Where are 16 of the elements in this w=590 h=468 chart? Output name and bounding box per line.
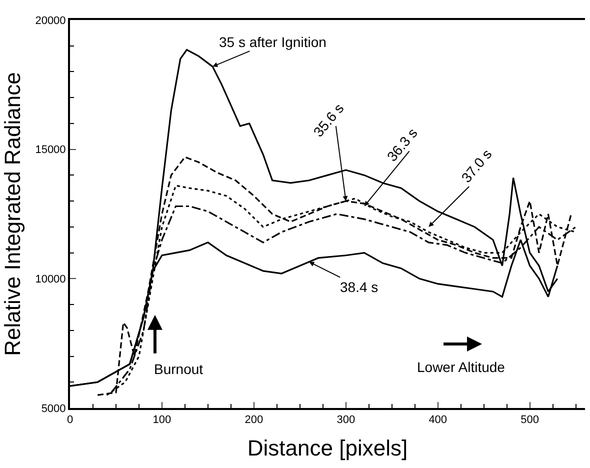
annotation: Lower Altitude bbox=[417, 359, 506, 375]
annotation: 35 s after Ignition bbox=[219, 34, 326, 50]
x-tick-label: 300 bbox=[336, 414, 356, 426]
y-axis-title: Relative Integrated Radiance bbox=[0, 72, 25, 356]
annotation: Burnout bbox=[154, 361, 204, 377]
y-tick-label: 10000 bbox=[35, 274, 66, 286]
x-tick-label: 500 bbox=[520, 414, 539, 426]
y-tick-label: 15000 bbox=[35, 144, 66, 156]
x-tick-label: 100 bbox=[152, 414, 172, 426]
x-axis-title: Distance [pixels] bbox=[247, 436, 408, 461]
x-tick-label: 0 bbox=[66, 414, 74, 426]
y-tick-label: 20000 bbox=[35, 14, 66, 27]
y-tick-label: 5000 bbox=[41, 402, 66, 415]
x-tick-label: 400 bbox=[428, 414, 448, 426]
x-tick-label: 200 bbox=[244, 414, 264, 426]
annotation: 38.4 s bbox=[340, 279, 378, 295]
